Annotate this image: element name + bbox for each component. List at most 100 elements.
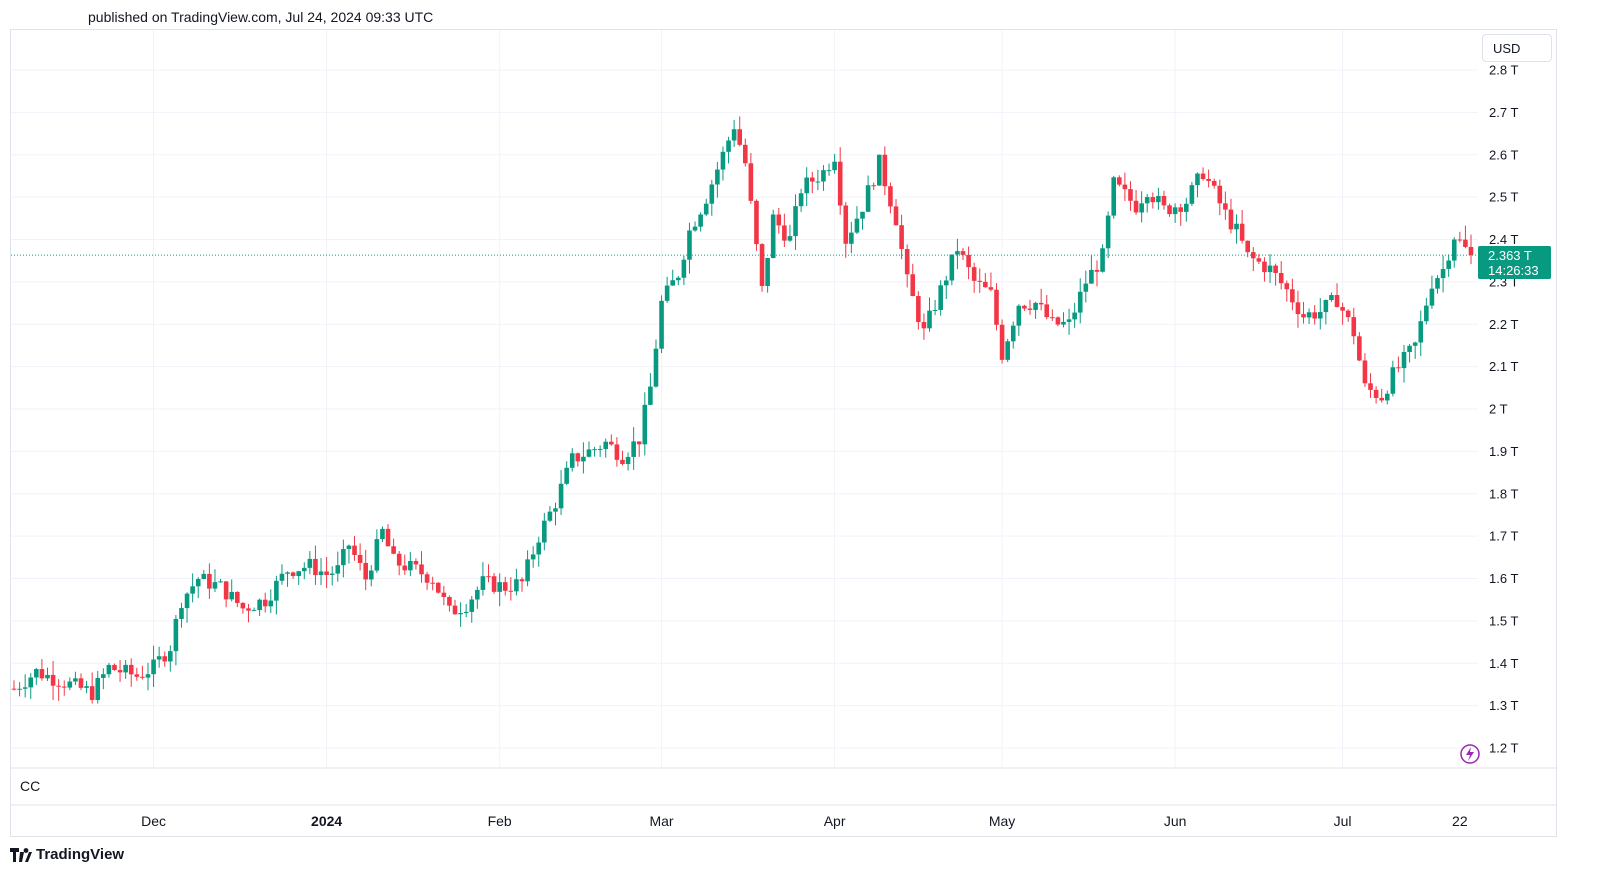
candle (860, 211, 865, 230)
candle (837, 147, 843, 215)
candle-body (876, 154, 882, 186)
candle-body (491, 576, 497, 592)
candle-body (564, 467, 569, 484)
candle-body (1066, 319, 1072, 322)
candle-body (1072, 312, 1077, 320)
candle-body (1178, 207, 1184, 212)
candle-body (999, 324, 1005, 360)
candle (1200, 167, 1206, 181)
candle (352, 535, 357, 561)
candle (653, 339, 659, 388)
candle-body (17, 688, 22, 690)
candle (1223, 191, 1228, 220)
candle (865, 175, 871, 212)
time-tick-label: Jun (1164, 813, 1187, 829)
candle-body (1027, 308, 1033, 310)
candle (731, 120, 737, 147)
candle (1234, 214, 1239, 244)
time-tick-label: May (989, 813, 1015, 829)
candle-body (1016, 305, 1022, 326)
candle-body (1128, 189, 1133, 201)
candle-body (469, 599, 475, 612)
candle (955, 238, 960, 270)
candle-body (731, 129, 737, 141)
candle (106, 662, 112, 678)
candle-body (1379, 397, 1384, 401)
candle-body (776, 214, 782, 226)
candle (558, 470, 564, 515)
currency-button[interactable]: USD (1482, 34, 1552, 62)
candle (396, 551, 402, 576)
candle-body (78, 678, 84, 688)
price-tick-label: 2.8 T (1489, 63, 1518, 78)
candle-body (441, 592, 447, 598)
candle-body (128, 664, 134, 675)
candle-body (162, 656, 168, 662)
time-axis: Dec 2024 Feb Mar Apr May Jun Jul 22 (141, 813, 1468, 829)
candle-body (1005, 341, 1010, 360)
candle (1440, 255, 1446, 293)
candle-body (112, 664, 117, 671)
candle-body (140, 676, 145, 678)
candle (73, 671, 78, 685)
candle-body (480, 576, 486, 590)
candle (916, 291, 921, 330)
candle (676, 275, 681, 286)
candle-body (324, 571, 329, 575)
candle-body (173, 618, 179, 652)
candle (631, 427, 636, 470)
candle (1027, 299, 1033, 315)
candle-body (1156, 195, 1161, 203)
candle-body (1161, 195, 1167, 206)
candle-body (11, 688, 17, 690)
candle-body (983, 281, 988, 288)
candle-body (212, 582, 218, 589)
candle-body (547, 511, 553, 521)
candle-body (34, 669, 39, 678)
candle-body (368, 570, 374, 580)
candle-body (1117, 177, 1122, 185)
price-tick-label: 1.5 T (1489, 613, 1518, 628)
candle-body (1094, 269, 1100, 272)
candle (592, 446, 597, 457)
candle (1178, 203, 1184, 226)
candle-body (1362, 360, 1368, 384)
candle-body (815, 181, 821, 183)
candle-body (396, 553, 402, 566)
symbol-legend[interactable]: CC (20, 778, 41, 794)
candle (581, 442, 586, 474)
candle (876, 154, 882, 186)
candle-body (664, 285, 670, 301)
candle-body (1144, 197, 1150, 204)
candle-body (1396, 367, 1401, 369)
candle (826, 163, 832, 176)
candle-body (497, 582, 502, 592)
candle-body (1234, 223, 1239, 230)
candle-body (1407, 345, 1412, 352)
candle-body (1295, 302, 1301, 315)
tradingview-brand[interactable]: TradingView (10, 846, 124, 863)
candle-body (882, 154, 888, 187)
candle-body (240, 602, 246, 609)
overlay-layer (11, 254, 1480, 764)
candle (1150, 192, 1156, 209)
candle-body (1217, 185, 1223, 204)
chart-frame[interactable] (10, 29, 1557, 837)
candle-body (514, 579, 519, 592)
candle (1139, 191, 1144, 223)
candle (1284, 280, 1290, 302)
candle-body (184, 593, 190, 609)
candle (553, 502, 558, 526)
candle (413, 558, 419, 570)
candle-body (95, 677, 101, 701)
candle-body (843, 205, 849, 244)
candle (229, 579, 235, 602)
candle (341, 539, 346, 578)
candle-body (301, 567, 307, 572)
grid-layer (11, 30, 1556, 806)
candle (542, 512, 547, 551)
candle-body (960, 251, 966, 255)
candle-body (798, 193, 804, 207)
candle (821, 165, 826, 191)
